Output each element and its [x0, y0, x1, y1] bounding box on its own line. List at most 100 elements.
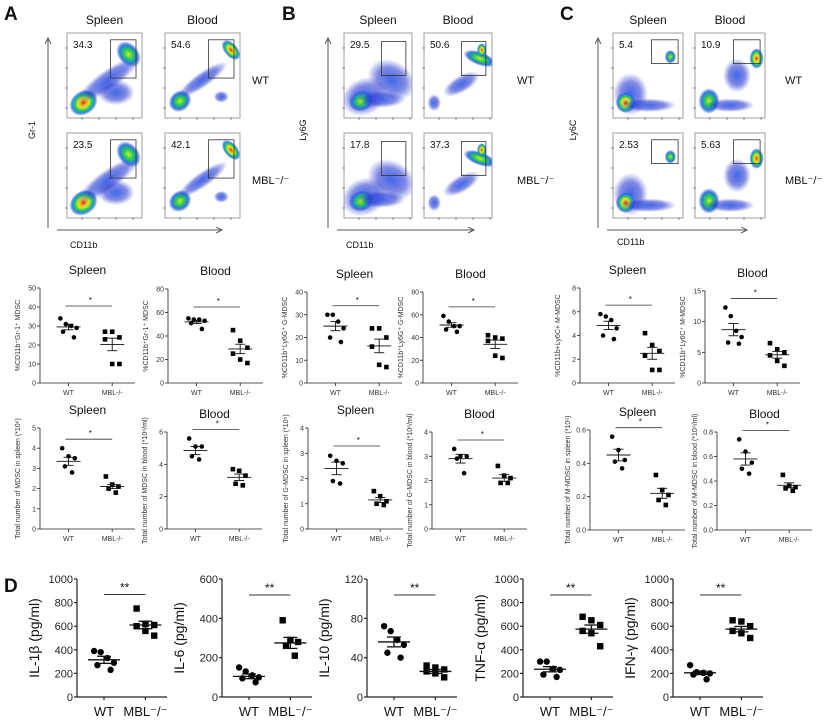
cell-population	[477, 43, 487, 57]
y-tick-label: 0	[212, 692, 218, 704]
y-tick-label: 3	[424, 454, 428, 461]
x-tick-label: WT	[190, 536, 202, 543]
cell-density	[69, 41, 141, 116]
y-axis-label: %CD11b⁺Ly6G⁺ G-MDSC	[398, 297, 405, 379]
cell-population	[427, 194, 442, 212]
y-tick-label: 6	[159, 430, 163, 437]
significance-stars: *	[356, 296, 359, 305]
significance-stars: *	[754, 289, 757, 298]
y-marker-label: Gr-1	[27, 121, 37, 139]
data-point-mbl	[492, 353, 498, 358]
panel-label: A	[4, 4, 18, 25]
data-point-wt	[338, 339, 344, 345]
y-tick-label: 20	[156, 357, 164, 364]
data-point-mbl	[588, 617, 595, 624]
chart-title: Spleen	[336, 267, 373, 281]
data-point-mbl	[384, 498, 389, 504]
data-point-mbl	[103, 474, 109, 479]
cell-density	[168, 39, 240, 112]
gate	[733, 139, 761, 165]
y-tick-label: 0.0	[576, 528, 586, 535]
data-point-mbl	[237, 357, 243, 362]
data-point-mbl	[113, 490, 119, 495]
y-tick-label: 0	[299, 381, 303, 388]
data-point-wt	[196, 457, 202, 462]
y-tick-label: 0	[697, 381, 701, 388]
data-point-wt	[441, 313, 446, 319]
y-tick-label: 0	[160, 381, 164, 388]
cell-density	[613, 150, 677, 216]
scatter-chart: 0 1 2 3 4 5 WT MBL-/- Spleen Total number of MDSC…	[15, 403, 135, 543]
y-tick-label: 600	[200, 574, 218, 586]
scatter-chart: 0 2 4 6 8 WT MBL-/- Spleen %CD11b+Ly6C+ M-MDSC *	[555, 263, 675, 397]
x-tick-label: WT	[63, 536, 75, 543]
data-point-mbl	[747, 634, 754, 642]
cell-density	[698, 148, 764, 214]
gate	[380, 141, 407, 176]
x-tick-label: WT	[613, 537, 625, 544]
flow-dot-plot: 42.1	[163, 132, 241, 220]
data-point-wt	[443, 327, 449, 332]
data-point-mbl	[597, 643, 604, 650]
x-tick-label: MBL-/-	[370, 536, 392, 543]
data-point-wt	[58, 316, 63, 321]
flow-dot-plot: 29.5	[342, 32, 413, 120]
y-axis-label: IL-10 (pg/ml)	[316, 598, 332, 677]
data-point-wt	[59, 445, 65, 451]
y-tick-label: 0	[663, 692, 669, 704]
gate-percent: 54.6	[171, 40, 191, 51]
significance-stars: *	[89, 296, 92, 305]
gate-percent: 29.5	[350, 40, 370, 51]
data-point-wt	[330, 312, 336, 318]
data-point-mbl	[377, 493, 383, 499]
data-point-wt	[380, 623, 388, 630]
data-point-mbl	[233, 481, 238, 487]
y-axis-label: Total number of MDSC in blood (*10⁶/ml)	[142, 417, 149, 544]
chart-title: Blood	[464, 407, 495, 421]
flow-dot-plot: 23.5	[65, 132, 143, 220]
data-point-mbl	[236, 468, 242, 474]
data-point-wt	[199, 444, 205, 449]
flow-dot-plot: 37.3	[422, 132, 493, 220]
y-tick-label: 4	[159, 462, 163, 469]
data-point-mbl	[109, 361, 115, 367]
data-point-mbl	[374, 501, 379, 507]
flow-dot-plot: 2.53	[611, 132, 684, 220]
data-point-mbl	[500, 336, 505, 341]
data-point-wt	[686, 661, 694, 669]
x-tick-label: WT	[384, 704, 404, 719]
y-tick-label: 1000	[49, 574, 73, 586]
data-point-mbl	[774, 358, 780, 364]
data-point-wt	[454, 329, 460, 335]
data-point-wt	[464, 453, 470, 459]
data-point-mbl	[279, 617, 286, 624]
data-point-mbl	[783, 486, 788, 491]
data-point-mbl	[579, 613, 586, 620]
significance-stars: *	[89, 429, 92, 438]
cell-population	[367, 58, 412, 101]
data-point-wt	[252, 679, 259, 686]
data-point-wt	[235, 664, 243, 671]
x-tick-label: WT	[239, 704, 259, 719]
data-point-mbl	[649, 342, 655, 348]
row-label-mbl: MBL⁻/⁻	[785, 175, 822, 187]
flow-column-title: Blood	[443, 13, 474, 27]
flow-column-title: Spleen	[86, 13, 123, 27]
y-axis-label: %CD11b⁺Ly6C⁺ M-MDSC	[680, 296, 687, 378]
scatter-chart: 0 20 40 60 80 WT MBL-/- Blood %CD11b⁺Ly6G⁺ G-MDS…	[398, 267, 518, 397]
significance-stars: **	[566, 581, 576, 595]
y-tick-label: 15	[693, 289, 701, 296]
cell-population	[749, 48, 764, 69]
row-label-wt: WT	[785, 75, 802, 87]
data-point-mbl	[649, 367, 655, 373]
data-point-wt	[90, 647, 98, 655]
gate	[733, 39, 761, 64]
flow-column-title: Spleen	[629, 13, 666, 27]
y-tick-label: 3	[300, 451, 304, 458]
cell-population	[221, 139, 240, 161]
y-tick-label: 0	[67, 692, 73, 704]
x-tick-label: WT	[603, 390, 615, 397]
cell-density	[344, 158, 412, 217]
cell-population	[357, 190, 406, 208]
y-tick-label: 4	[300, 426, 304, 433]
